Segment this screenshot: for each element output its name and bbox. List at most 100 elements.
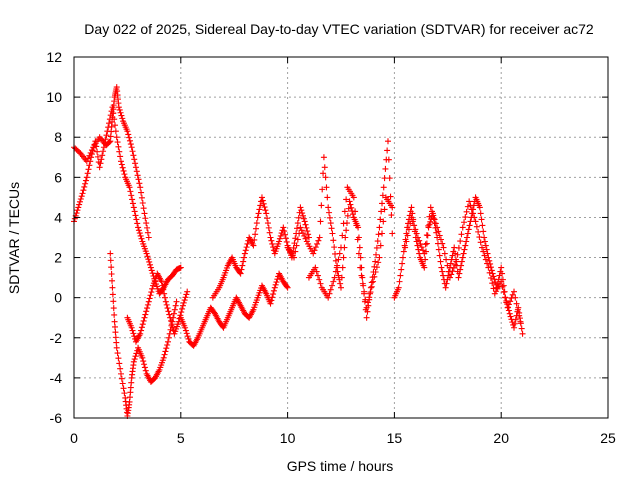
- data-point: [343, 227, 350, 234]
- data-point: [455, 244, 462, 251]
- data-point: [412, 226, 419, 233]
- data-point: [237, 270, 244, 277]
- data-point: [108, 264, 115, 271]
- data-point: [128, 192, 135, 199]
- data-point: [486, 269, 493, 276]
- data-point: [98, 156, 105, 163]
- x-tick-label: 15: [387, 430, 403, 446]
- series-track-g: [284, 138, 396, 321]
- data-point: [141, 314, 148, 321]
- data-point: [319, 186, 326, 193]
- data-point: [75, 204, 82, 211]
- data-point: [257, 202, 264, 209]
- data-point: [422, 256, 429, 263]
- data-point: [125, 131, 132, 138]
- data-point: [326, 209, 333, 216]
- data-point: [381, 206, 388, 213]
- data-point: [146, 295, 153, 302]
- data-point: [325, 204, 332, 211]
- data-point: [464, 230, 471, 237]
- data-point: [363, 304, 370, 311]
- data-point: [512, 294, 519, 301]
- data-point: [379, 200, 386, 207]
- data-point: [109, 291, 116, 298]
- data-point: [118, 375, 125, 382]
- data-point: [413, 230, 420, 237]
- x-tick-label: 20: [493, 430, 509, 446]
- data-point: [389, 204, 396, 211]
- data-point: [444, 262, 451, 269]
- data-point: [483, 246, 490, 253]
- data-point: [132, 212, 139, 219]
- data-point: [83, 158, 90, 165]
- data-point: [135, 227, 142, 234]
- data-point: [339, 232, 346, 239]
- data-point: [76, 201, 83, 208]
- data-point: [78, 193, 85, 200]
- data-point: [84, 170, 91, 177]
- data-point: [163, 301, 170, 308]
- data-point: [85, 155, 92, 162]
- data-point: [71, 215, 78, 222]
- data-point: [118, 112, 125, 119]
- data-point: [270, 291, 277, 298]
- data-point: [468, 206, 475, 213]
- series-track-d: [124, 270, 191, 345]
- data-point: [457, 238, 464, 245]
- data-point: [511, 320, 518, 327]
- data-point: [164, 338, 171, 345]
- data-point: [467, 218, 474, 225]
- data-point: [402, 244, 409, 251]
- data-point: [276, 238, 283, 245]
- data-point: [340, 220, 347, 227]
- data-point: [366, 294, 373, 301]
- data-point: [442, 284, 449, 291]
- data-point: [242, 247, 249, 254]
- y-tick-label: 2: [54, 250, 62, 266]
- data-point: [272, 281, 279, 288]
- data-point: [467, 202, 474, 209]
- data-point: [76, 149, 83, 156]
- data-point: [372, 258, 379, 265]
- data-point: [316, 276, 323, 283]
- data-point: [139, 321, 146, 328]
- data-point: [160, 286, 167, 293]
- y-tick-label: 0: [54, 290, 62, 306]
- data-point: [163, 345, 170, 352]
- data-point: [171, 306, 178, 313]
- data-point: [88, 147, 95, 154]
- axis-ticks: [73, 56, 609, 419]
- data-point: [484, 260, 491, 267]
- data-point: [463, 208, 470, 215]
- data-point: [399, 254, 406, 261]
- data-point: [119, 380, 126, 387]
- data-point: [408, 214, 415, 221]
- data-point: [350, 194, 357, 201]
- chart-title: Day 022 of 2025, Sidereal Day-to-day VTE…: [84, 21, 594, 37]
- data-point: [117, 370, 124, 377]
- data-point: [504, 304, 511, 311]
- data-point: [316, 234, 323, 241]
- data-point: [140, 358, 147, 365]
- data-point: [182, 294, 189, 301]
- data-point: [481, 252, 488, 259]
- data-point: [461, 219, 468, 226]
- data-point: [77, 195, 84, 202]
- data-point: [512, 316, 519, 323]
- data-point: [106, 139, 113, 146]
- data-point: [317, 280, 324, 287]
- data-point: [297, 224, 304, 231]
- data-point: [86, 162, 93, 169]
- data-point: [381, 175, 388, 182]
- y-tick-label: 12: [46, 49, 62, 65]
- data-point: [338, 244, 344, 251]
- data-point: [165, 334, 172, 341]
- data-point: [117, 109, 124, 116]
- data-point: [107, 250, 114, 257]
- data-point: [516, 312, 523, 319]
- data-point: [422, 241, 429, 248]
- data-point: [137, 184, 144, 191]
- data-point: [413, 238, 420, 245]
- data-point: [471, 214, 478, 221]
- data-point: [315, 237, 322, 244]
